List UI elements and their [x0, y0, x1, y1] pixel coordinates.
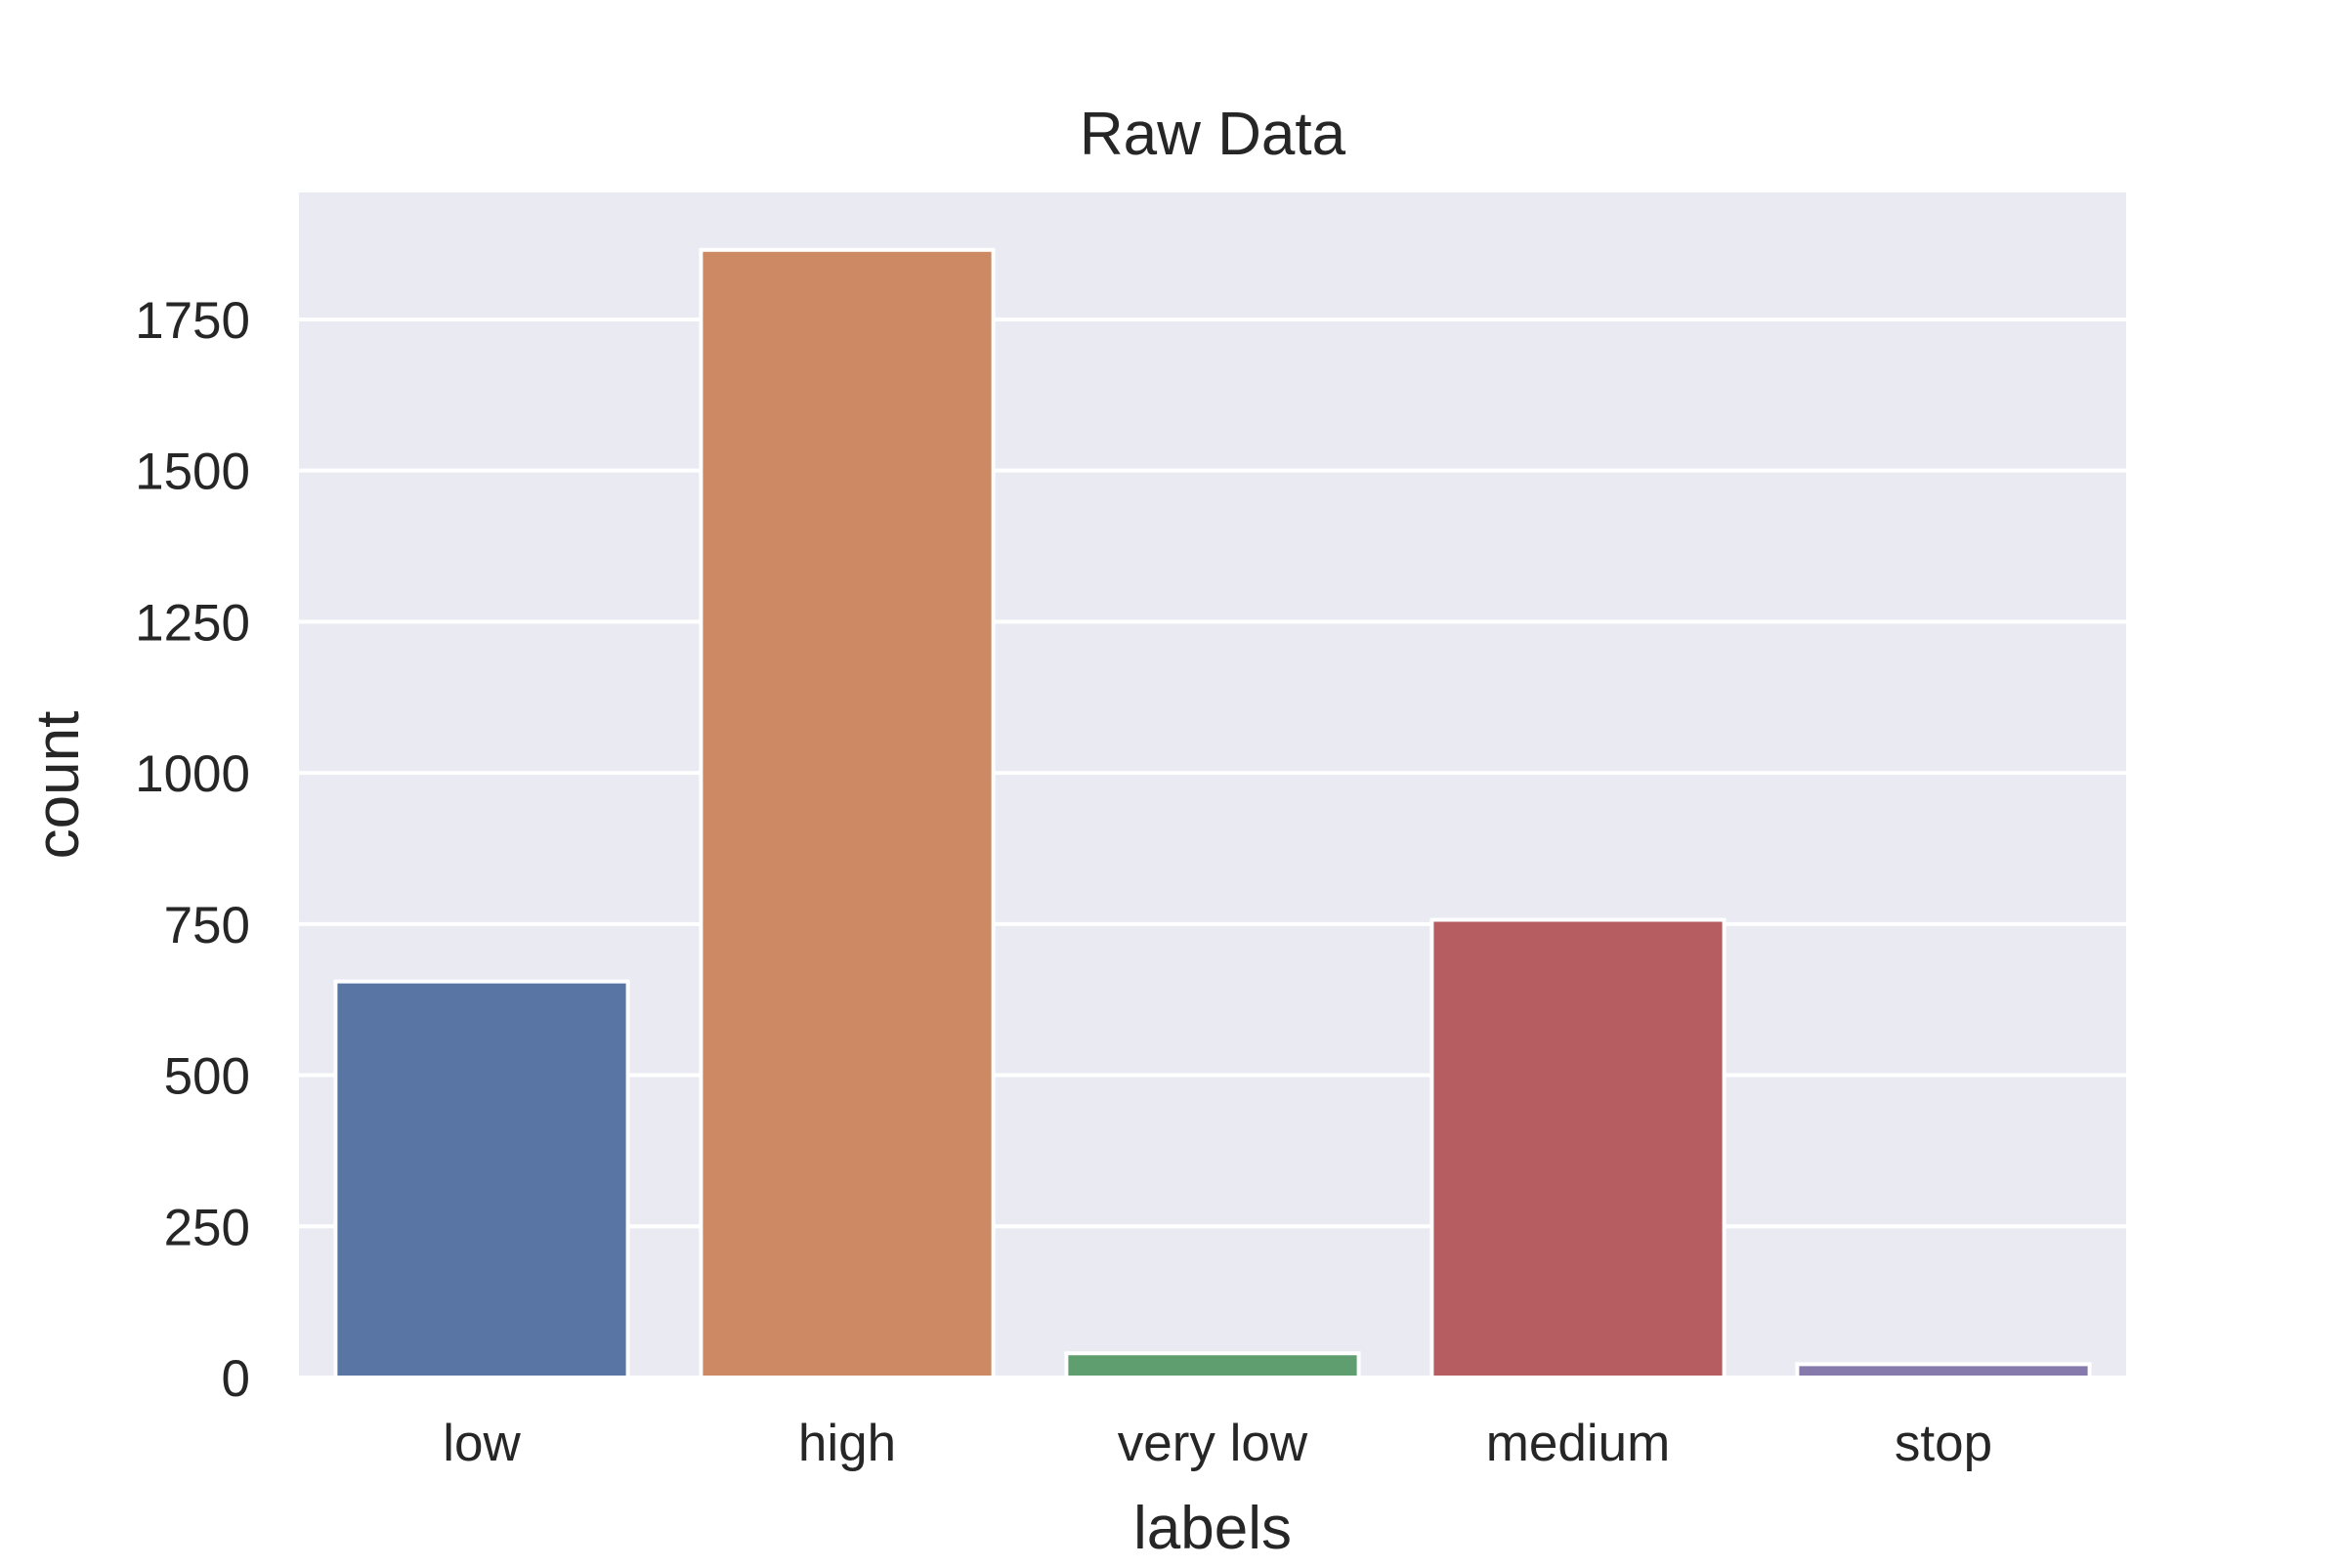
y-tick-label: 1750 — [135, 292, 250, 350]
y-tick-label: 1500 — [135, 444, 250, 501]
x-axis-label: labels — [1133, 1495, 1292, 1562]
x-tick-label: low — [443, 1415, 521, 1472]
bar-low — [333, 979, 630, 1379]
chart-title: Raw Data — [1080, 101, 1346, 168]
y-tick-label: 0 — [222, 1350, 250, 1408]
x-tick-label: very low — [1118, 1415, 1308, 1472]
y-tick-labels: 0 250 500 750 1000 1250 1500 1750 — [135, 292, 250, 1408]
y-tick-label: 750 — [164, 897, 250, 954]
x-tick-label: medium — [1486, 1415, 1671, 1472]
y-tick-label: 1250 — [135, 594, 250, 652]
y-axis-label: count — [24, 711, 92, 860]
y-tick-label: 250 — [164, 1199, 250, 1256]
x-tick-label: stop — [1895, 1415, 1992, 1472]
bar-stop — [1795, 1362, 2092, 1379]
bar-very-low — [1064, 1351, 1361, 1379]
bar-high — [699, 247, 996, 1380]
y-tick-label: 500 — [164, 1048, 250, 1106]
x-tick-labels: low high very low medium stop — [443, 1415, 1992, 1472]
bar-medium — [1429, 917, 1727, 1379]
bars — [333, 247, 2092, 1380]
y-tick-label: 1000 — [135, 745, 250, 803]
x-tick-label: high — [798, 1415, 896, 1472]
